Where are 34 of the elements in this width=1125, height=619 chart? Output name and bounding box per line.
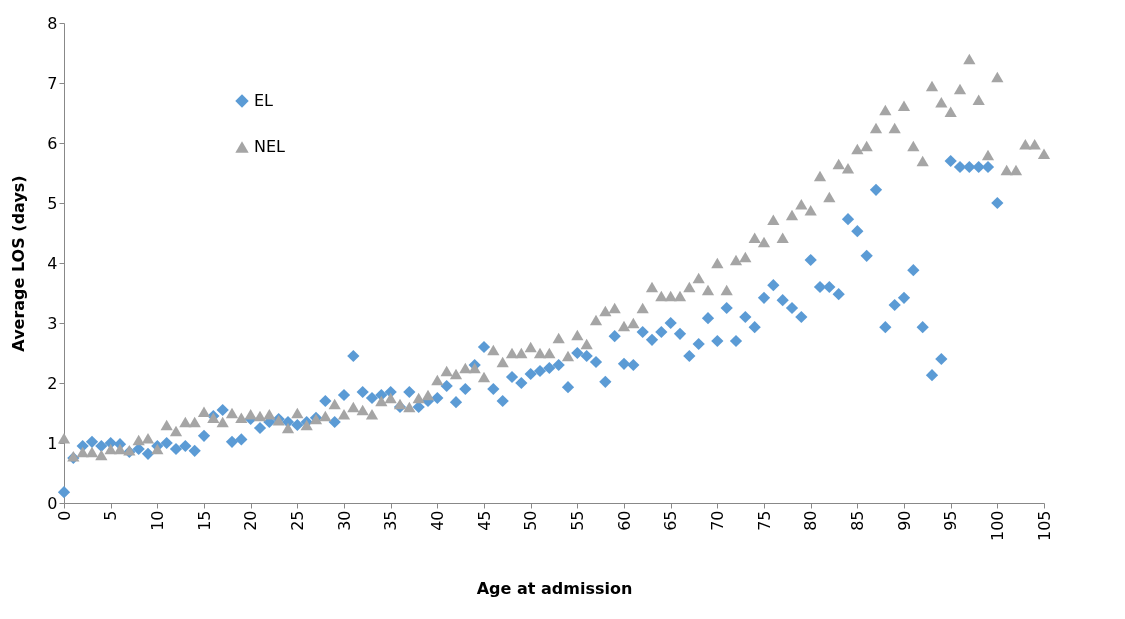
x-tick-label: 5 xyxy=(101,510,121,521)
x-tick-label: 70 xyxy=(707,510,727,531)
x-axis-title: Age at admission xyxy=(476,579,633,599)
y-tick-label: 8 xyxy=(47,13,58,33)
x-tick-label: 105 xyxy=(1034,510,1054,542)
x-tick-label: 50 xyxy=(521,510,541,531)
x-tick-label: 80 xyxy=(801,510,821,531)
y-tick-label: 3 xyxy=(47,313,58,333)
x-tick-label: 75 xyxy=(754,510,774,531)
x-tick-label: 100 xyxy=(987,510,1007,542)
x-tick-label: 20 xyxy=(241,510,261,531)
x-tick-label: 40 xyxy=(427,510,447,531)
legend-label: NEL xyxy=(254,137,286,156)
y-tick-label: 4 xyxy=(47,253,58,273)
x-tick-label: 95 xyxy=(941,510,961,531)
legend-label: EL xyxy=(254,91,274,110)
x-tick-label: 85 xyxy=(847,510,867,531)
y-tick-label: 2 xyxy=(47,373,58,393)
y-tick-label: 5 xyxy=(47,193,58,213)
y-axis-title: Average LOS (days) xyxy=(9,175,29,352)
x-tick-label: 65 xyxy=(661,510,681,531)
y-tick-label: 6 xyxy=(47,133,58,153)
x-tick-label: 45 xyxy=(474,510,494,531)
y-tick-label: 7 xyxy=(47,73,58,93)
x-tick-label: 55 xyxy=(567,510,587,531)
x-tick-label: 15 xyxy=(194,510,214,531)
x-tick-label: 35 xyxy=(381,510,401,531)
x-tick-label: 25 xyxy=(287,510,307,531)
x-tick-label: 0 xyxy=(54,510,74,521)
x-tick-label: 30 xyxy=(334,510,354,531)
x-tick-label: 90 xyxy=(894,510,914,531)
x-tick-label: 60 xyxy=(614,510,634,531)
y-tick-label: 1 xyxy=(47,433,58,453)
x-tick-label: 10 xyxy=(147,510,167,531)
